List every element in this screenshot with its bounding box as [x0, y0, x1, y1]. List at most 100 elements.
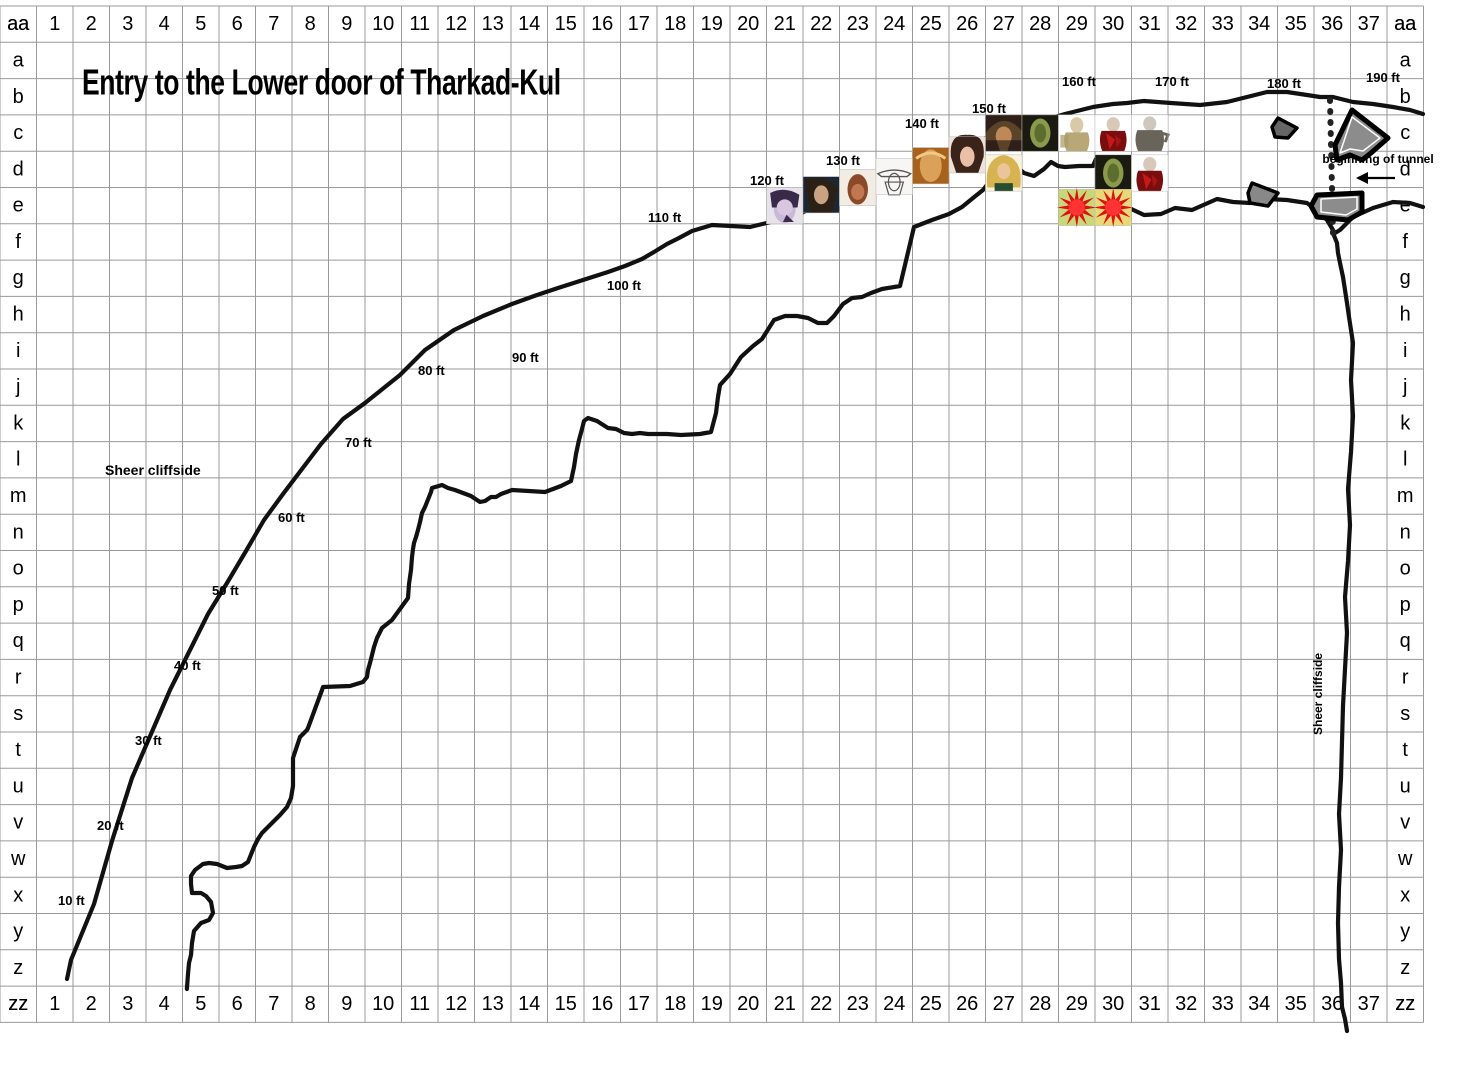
svg-text:34: 34	[1248, 13, 1270, 35]
svg-text:f: f	[1402, 231, 1408, 253]
svg-text:p: p	[1400, 594, 1411, 616]
svg-text:22: 22	[810, 13, 832, 35]
svg-text:g: g	[13, 267, 24, 289]
svg-text:b: b	[1400, 86, 1411, 108]
svg-text:180 ft: 180 ft	[1267, 76, 1302, 91]
svg-text:13: 13	[482, 993, 504, 1015]
svg-text:m: m	[1397, 485, 1414, 507]
svg-text:35: 35	[1285, 13, 1307, 35]
svg-text:n: n	[13, 521, 24, 543]
svg-text:32: 32	[1175, 13, 1197, 35]
svg-text:Sheer cliffside: Sheer cliffside	[105, 462, 201, 478]
svg-text:120 ft: 120 ft	[750, 173, 785, 188]
svg-text:28: 28	[1029, 993, 1051, 1015]
svg-text:v: v	[1400, 812, 1410, 834]
svg-text:34: 34	[1248, 993, 1270, 1015]
svg-text:25: 25	[920, 13, 942, 35]
svg-text:d: d	[13, 158, 24, 180]
svg-text:10: 10	[372, 13, 394, 35]
svg-text:v: v	[13, 812, 23, 834]
svg-text:60 ft: 60 ft	[278, 510, 305, 525]
svg-text:18: 18	[664, 993, 686, 1015]
svg-text:aa: aa	[1394, 13, 1417, 35]
svg-text:x: x	[1400, 884, 1410, 906]
svg-text:i: i	[16, 340, 20, 362]
svg-text:3: 3	[122, 13, 133, 35]
svg-text:25: 25	[920, 993, 942, 1015]
svg-text:m: m	[10, 485, 27, 507]
svg-text:19: 19	[701, 13, 723, 35]
svg-text:16: 16	[591, 13, 613, 35]
svg-text:24: 24	[883, 993, 905, 1015]
svg-text:190 ft: 190 ft	[1366, 70, 1401, 85]
svg-text:9: 9	[341, 993, 352, 1015]
svg-text:170 ft: 170 ft	[1155, 74, 1190, 89]
svg-text:31: 31	[1139, 993, 1161, 1015]
svg-text:26: 26	[956, 993, 978, 1015]
svg-text:16: 16	[591, 993, 613, 1015]
svg-text:20 ft: 20 ft	[97, 818, 124, 833]
svg-text:t: t	[1402, 739, 1408, 761]
svg-text:33: 33	[1212, 13, 1234, 35]
svg-text:7: 7	[268, 13, 279, 35]
svg-text:28: 28	[1029, 13, 1051, 35]
svg-text:j: j	[1402, 376, 1407, 398]
svg-text:31: 31	[1139, 13, 1161, 35]
svg-text:9: 9	[341, 13, 352, 35]
svg-text:23: 23	[847, 993, 869, 1015]
svg-text:20: 20	[737, 993, 759, 1015]
svg-text:11: 11	[409, 13, 430, 35]
svg-text:q: q	[1400, 630, 1411, 652]
svg-text:l: l	[1403, 449, 1407, 471]
svg-text:q: q	[13, 630, 24, 652]
svg-text:27: 27	[993, 13, 1015, 35]
svg-text:Sheer cliffside: Sheer cliffside	[1311, 653, 1325, 735]
svg-text:8: 8	[305, 993, 316, 1015]
svg-text:12: 12	[445, 13, 467, 35]
svg-text:1: 1	[49, 993, 60, 1015]
svg-text:aa: aa	[7, 13, 30, 35]
svg-text:70 ft: 70 ft	[345, 435, 372, 450]
svg-text:6: 6	[232, 993, 243, 1015]
svg-text:w: w	[10, 848, 26, 870]
svg-text:r: r	[15, 667, 22, 689]
svg-text:24: 24	[883, 13, 905, 35]
svg-text:26: 26	[956, 13, 978, 35]
svg-text:s: s	[1400, 703, 1410, 725]
svg-text:32: 32	[1175, 993, 1197, 1015]
svg-text:23: 23	[847, 13, 869, 35]
svg-text:160 ft: 160 ft	[1062, 74, 1097, 89]
svg-text:13: 13	[482, 13, 504, 35]
svg-text:l: l	[16, 449, 20, 471]
svg-text:22: 22	[810, 993, 832, 1015]
svg-text:c: c	[13, 122, 23, 144]
svg-text:h: h	[13, 304, 24, 326]
svg-text:n: n	[1400, 521, 1411, 543]
svg-text:50 ft: 50 ft	[212, 583, 239, 598]
svg-text:18: 18	[664, 13, 686, 35]
svg-text:r: r	[1402, 667, 1409, 689]
svg-text:10: 10	[372, 993, 394, 1015]
svg-text:u: u	[13, 775, 24, 797]
svg-text:21: 21	[774, 13, 796, 35]
svg-text:u: u	[1400, 775, 1411, 797]
svg-text:14: 14	[518, 993, 540, 1015]
svg-text:37: 37	[1358, 993, 1380, 1015]
svg-text:h: h	[1400, 304, 1411, 326]
svg-text:zz: zz	[8, 993, 28, 1015]
svg-text:5: 5	[195, 13, 206, 35]
svg-text:3: 3	[122, 993, 133, 1015]
svg-text:f: f	[15, 231, 21, 253]
svg-text:80 ft: 80 ft	[418, 363, 445, 378]
svg-text:11: 11	[409, 993, 430, 1015]
svg-text:100 ft: 100 ft	[607, 278, 642, 293]
svg-text:e: e	[1400, 195, 1411, 217]
svg-text:150 ft: 150 ft	[972, 101, 1007, 116]
svg-text:i: i	[1403, 340, 1407, 362]
svg-text:x: x	[13, 884, 23, 906]
svg-text:21: 21	[774, 993, 796, 1015]
svg-text:z: z	[13, 957, 23, 979]
svg-text:12: 12	[445, 993, 467, 1015]
svg-text:37: 37	[1358, 13, 1380, 35]
svg-text:c: c	[1400, 122, 1410, 144]
